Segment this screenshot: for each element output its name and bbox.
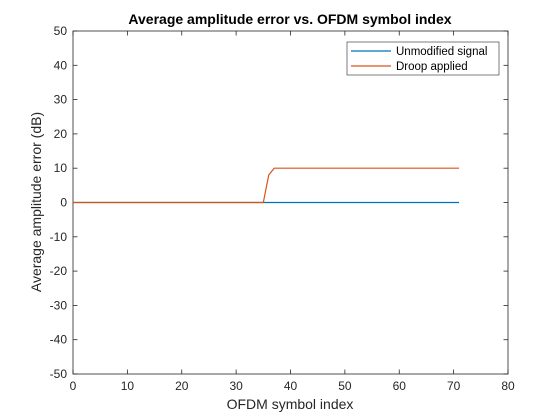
y-tick-label: 0 bbox=[60, 196, 67, 210]
y-tick-label: 30 bbox=[54, 93, 68, 107]
series-line-2 bbox=[73, 167, 460, 204]
x-tick-label: 40 bbox=[284, 379, 298, 393]
x-tick-label: 70 bbox=[447, 379, 461, 393]
y-tick-label: 10 bbox=[54, 161, 68, 175]
x-axis-label: OFDM symbol index bbox=[227, 396, 354, 412]
legend: Unmodified signal Droop applied bbox=[346, 41, 500, 76]
legend-entry: Unmodified signal bbox=[396, 46, 487, 58]
y-tick-label: -30 bbox=[50, 298, 68, 312]
y-tick-label: -10 bbox=[50, 230, 68, 244]
y-tick-label: 50 bbox=[54, 24, 68, 38]
y-tick-label: 40 bbox=[54, 58, 68, 72]
y-tick-label: -50 bbox=[50, 367, 68, 381]
x-tick-label: 20 bbox=[175, 379, 189, 393]
legend-entry: Droop applied bbox=[396, 61, 468, 73]
chart-title: Average amplitude error vs. OFDM symbol … bbox=[128, 11, 451, 27]
x-tick-label: 10 bbox=[121, 379, 135, 393]
x-tick-label: 30 bbox=[229, 379, 243, 393]
x-tick-label: 80 bbox=[501, 379, 515, 393]
y-tick-label: -40 bbox=[50, 333, 68, 347]
y-axis-label: Average amplitude error (dB) bbox=[28, 112, 44, 292]
x-tick-label: 60 bbox=[393, 379, 407, 393]
legend-box bbox=[346, 41, 500, 76]
y-tick-label: 20 bbox=[54, 127, 68, 141]
x-tick-label: 0 bbox=[70, 379, 77, 393]
plot-area: 0 10 20 30 40 50 60 70 80 -50 -40 -30 -20 -10 0 10 20 30 4… bbox=[50, 24, 515, 393]
x-tick-label: 50 bbox=[338, 379, 352, 393]
y-tick-label: -20 bbox=[50, 264, 68, 278]
